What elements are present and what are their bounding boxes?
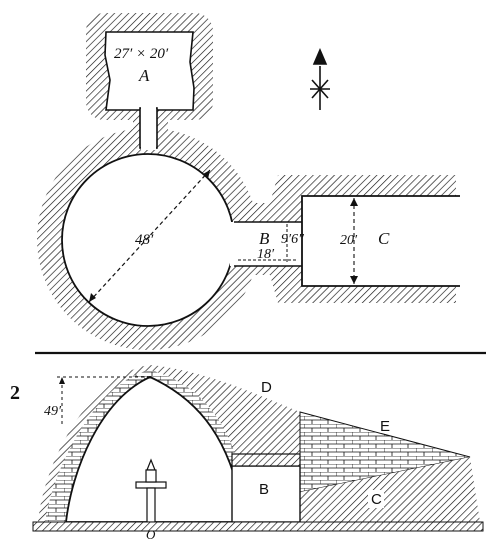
passage-b-section bbox=[231, 465, 301, 523]
passage-c-width: 20′ bbox=[340, 233, 358, 248]
passage-c-letter: C bbox=[378, 229, 390, 248]
passage-b-length: 18′ bbox=[257, 247, 275, 262]
ground bbox=[32, 521, 484, 532]
rubble-c bbox=[245, 457, 480, 522]
lintel bbox=[231, 453, 301, 467]
room-a-letter: A bbox=[138, 66, 150, 85]
passage-c bbox=[302, 196, 460, 286]
dome-brick-ring bbox=[45, 370, 250, 522]
label-o: O bbox=[146, 527, 156, 542]
section-figure: 2 49′ D E B C C O bbox=[10, 365, 484, 542]
passage-b-letter: B bbox=[259, 229, 270, 248]
room-a bbox=[104, 31, 195, 111]
section-height-label: 49′ bbox=[44, 404, 62, 419]
plan-figure: 27′ × 20′ A 48′ B 9′6″ 18′ 20′ C bbox=[37, 13, 460, 350]
label-d: D bbox=[261, 379, 272, 396]
figure-number: 2 bbox=[10, 382, 20, 404]
room-a-dimensions: 27′ × 20′ bbox=[114, 46, 169, 62]
north-arrow-icon bbox=[310, 47, 330, 110]
chamber-diameter-label: 48′ bbox=[135, 232, 154, 248]
passage-b bbox=[230, 222, 302, 266]
central-pillar bbox=[135, 458, 167, 523]
passage-b-width: 9′6″ bbox=[281, 232, 304, 247]
label-e: E bbox=[380, 418, 390, 435]
label-b: B bbox=[259, 481, 269, 498]
label-c-text: C bbox=[371, 491, 382, 508]
